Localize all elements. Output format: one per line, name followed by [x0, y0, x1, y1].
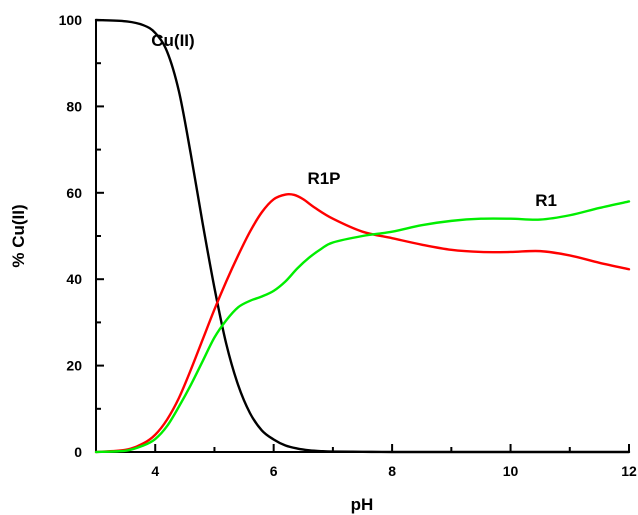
series-label-cu-ii: Cu(II) [151, 31, 194, 50]
y-tick-label: 80 [66, 98, 82, 114]
y-tick-label: 60 [66, 185, 82, 201]
series-label-r1p: R1P [307, 169, 340, 188]
plot-area: 4 6 8 10 12 0 20 40 60 80 100 Cu(II) R1P R1 [59, 12, 637, 479]
x-axis-ticks: 4 6 8 10 12 [95, 444, 637, 479]
y-tick-label: 20 [66, 358, 82, 374]
x-tick-label: 6 [270, 463, 278, 479]
x-tick-label: 4 [151, 463, 159, 479]
series-line-r1p [94, 192, 631, 454]
y-tick-label: 40 [66, 271, 82, 287]
series-label-r1: R1 [535, 191, 557, 210]
y-tick-label: 100 [59, 12, 83, 28]
x-tick-label: 12 [621, 463, 637, 479]
y-axis-title: % Cu(II) [9, 204, 28, 267]
x-tick-label: 8 [388, 463, 396, 479]
y-axis-ticks: 0 20 40 60 80 100 [59, 12, 104, 460]
series-labels: Cu(II) R1P R1 [151, 31, 557, 210]
series-line-r1 [94, 200, 631, 454]
x-tick-label: 10 [503, 463, 519, 479]
y-tick-label: 0 [74, 444, 82, 460]
series-line-cu-ii [94, 18, 631, 454]
x-axis-title: pH [351, 495, 374, 514]
series-lines [94, 18, 631, 454]
